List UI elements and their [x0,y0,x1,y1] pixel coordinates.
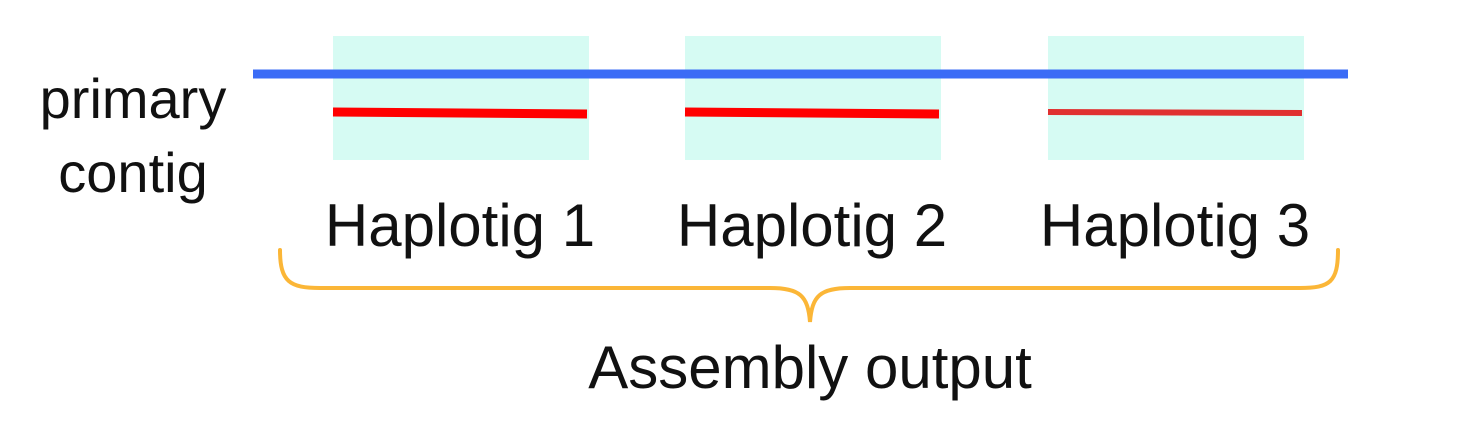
haplotig-3-line [1047,109,1303,116]
haplotig-3-box [1048,36,1304,160]
haplotig-2-line [684,107,940,119]
primary-contig-label-line2: contig [58,141,208,204]
assembly-output-label: Assembly output [588,334,1032,401]
haplotig-1-box [333,36,589,160]
primary-contig-label: primary contig [18,62,248,210]
primary-contig-label-line1: primary [39,67,227,130]
haplotig-2-box [685,36,941,160]
haplotig-3-label: Haplotig 3 [1039,192,1311,259]
haplotig-1-line [332,107,588,119]
haplotig-2-label: Haplotig 2 [676,192,948,259]
assembly-brace [278,248,1340,323]
haplotig-1-label: Haplotig 1 [324,192,596,259]
